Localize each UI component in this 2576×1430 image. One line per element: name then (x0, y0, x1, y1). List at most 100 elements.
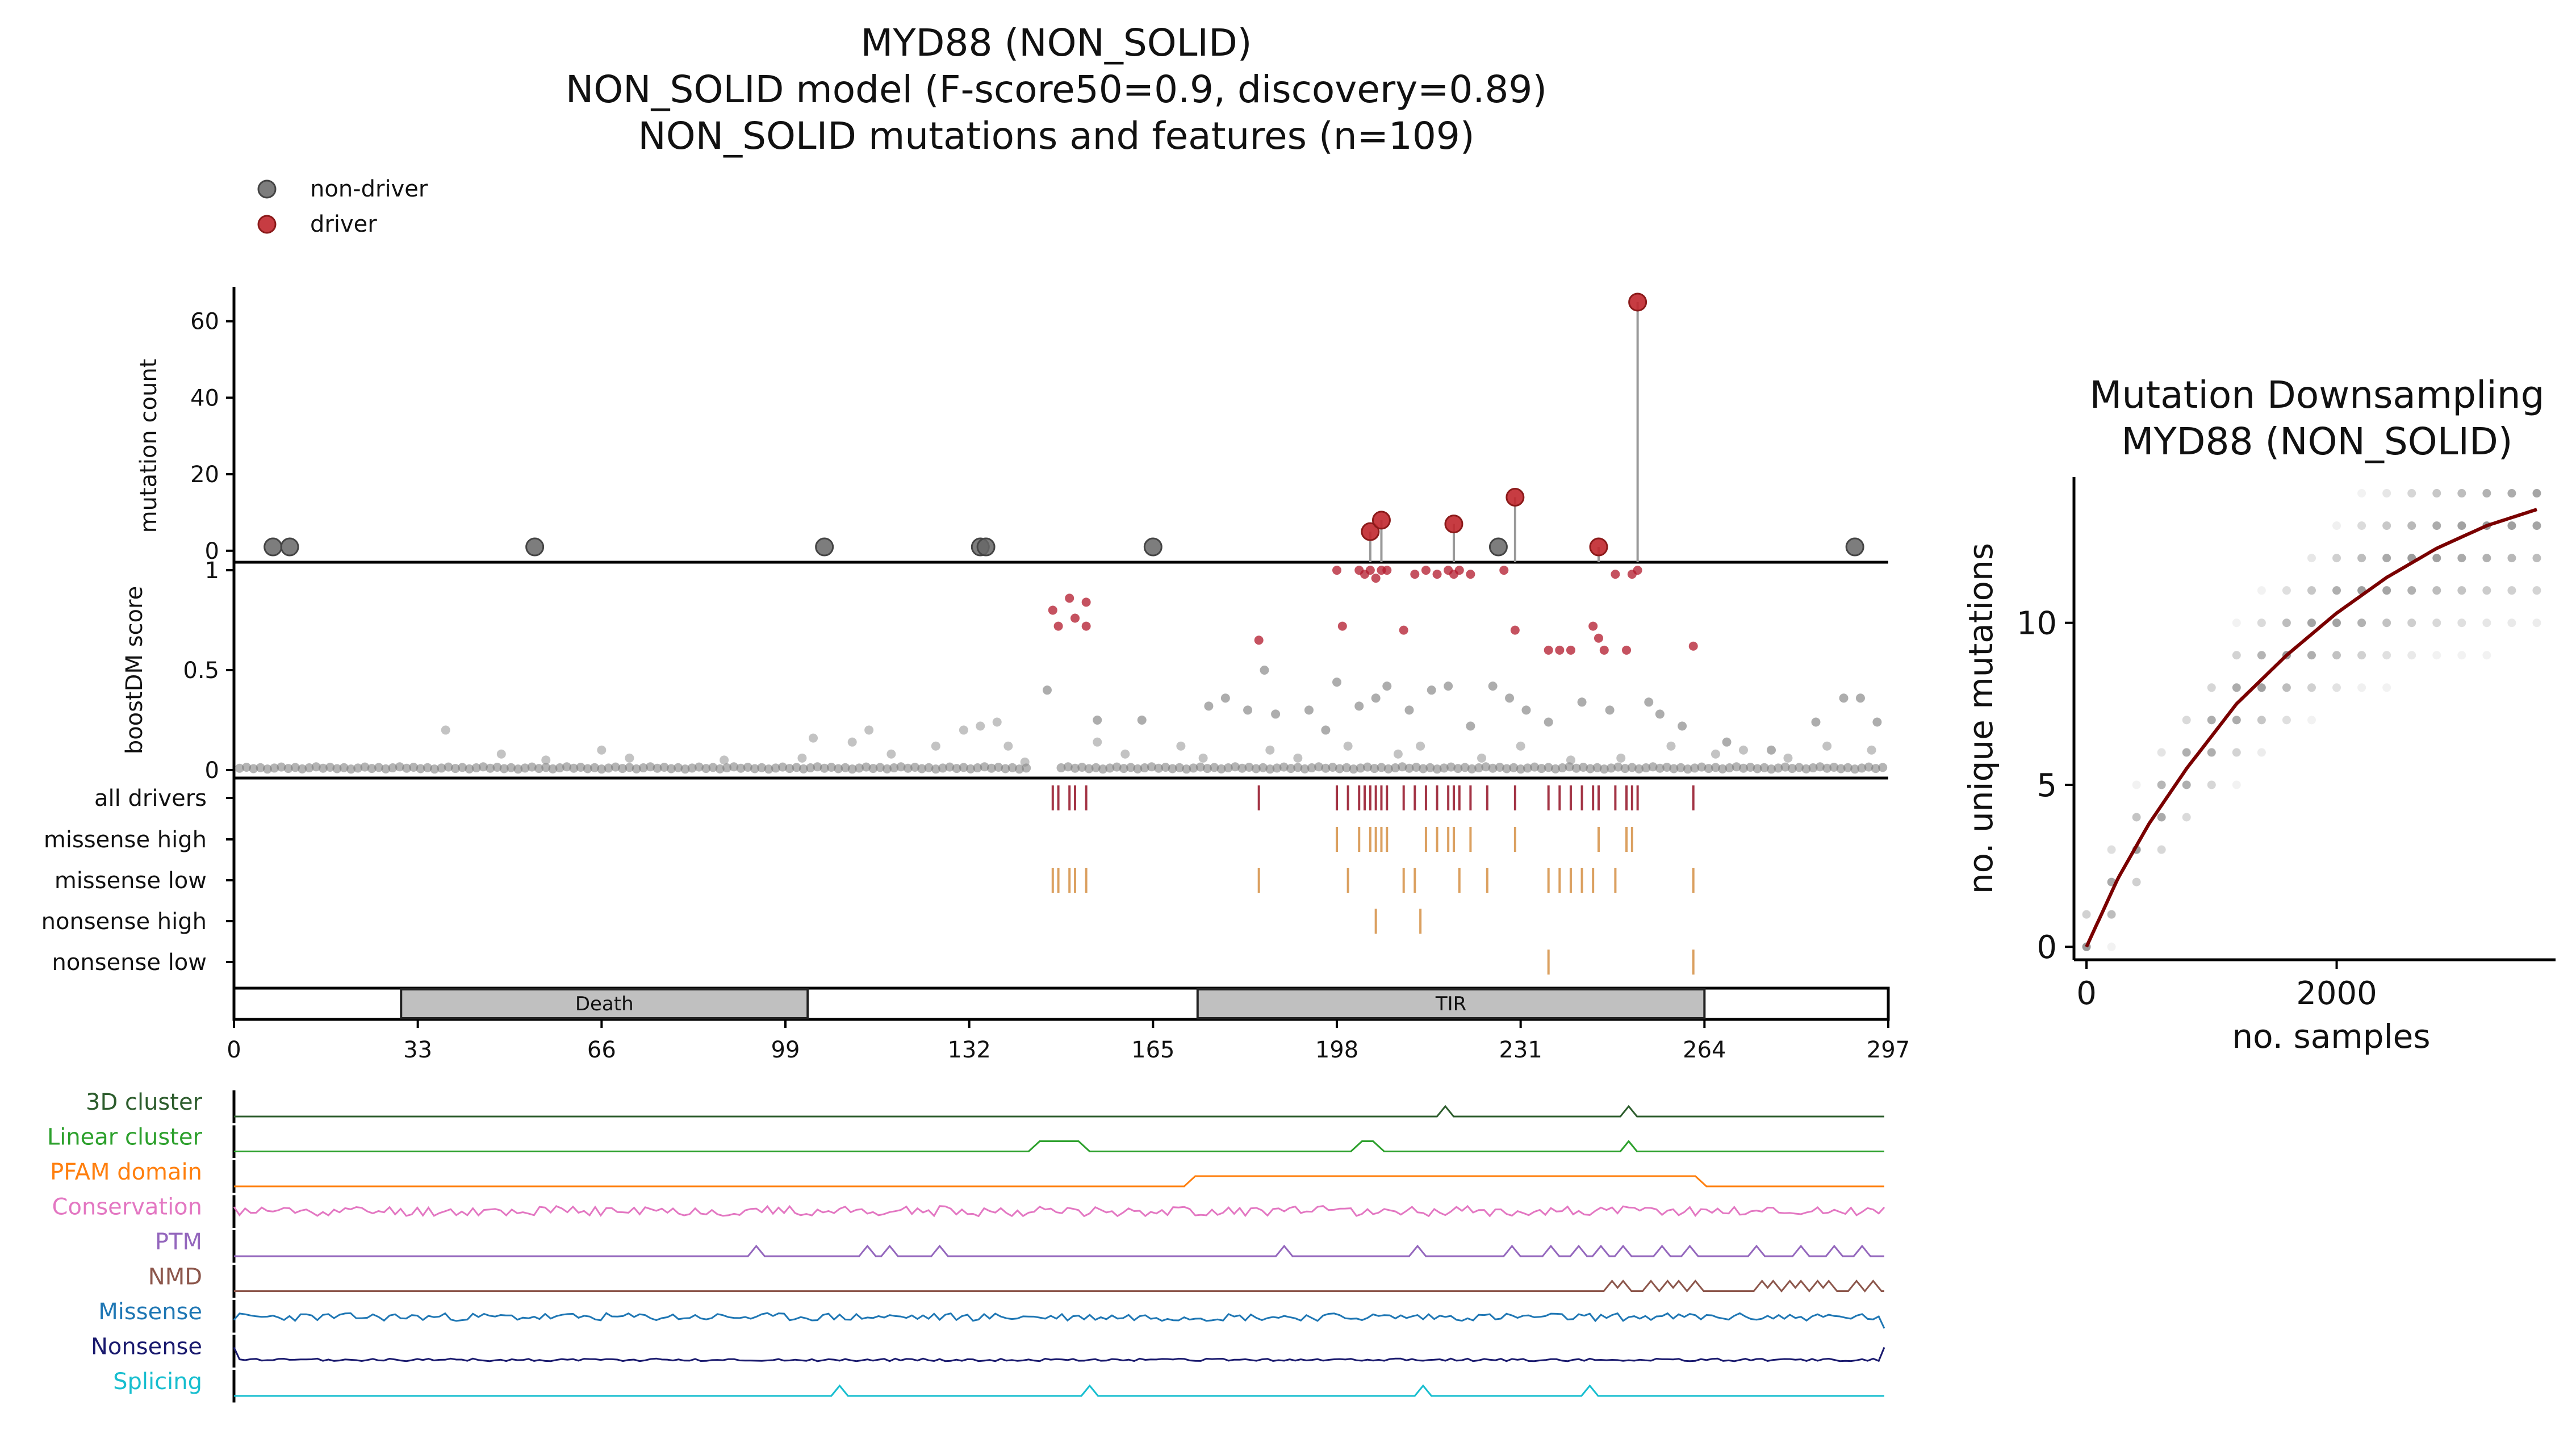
boostdm-point-low (1419, 764, 1428, 773)
needle-ytick-label: 0 (205, 538, 219, 565)
feature-line (233, 1312, 1885, 1329)
boostdm-point-low (1871, 764, 1880, 773)
boostdm-point-low (1460, 763, 1470, 772)
downsampling-point (2482, 554, 2491, 563)
boostdm-point-low (1293, 753, 1303, 763)
boostdm-point-low (1425, 763, 1435, 772)
boostdm-point-low (1393, 749, 1403, 759)
boostdm-point-low (1878, 763, 1888, 772)
feature-label: Nonsense (91, 1334, 202, 1360)
boostdm-point-low (1566, 755, 1575, 765)
boostdm-point-low (1495, 763, 1504, 772)
boostdm-point-mid (1444, 681, 1453, 691)
boostdm-point-low (1001, 764, 1010, 773)
boostdm-point-low (1439, 763, 1449, 773)
feature-line (234, 1175, 1884, 1188)
boostdm-point-low (764, 764, 773, 774)
downsampling-point (2182, 813, 2191, 822)
domain-xtick-label: 0 (227, 1037, 241, 1063)
boostdm-point-low (720, 755, 729, 765)
boostdm-point-low (1147, 762, 1156, 772)
boostdm-point-low (1244, 763, 1254, 772)
boostdm-point-low (304, 763, 314, 773)
boostdm-point-low (1627, 763, 1637, 772)
boostdm-point-low (882, 764, 892, 773)
downsampling-point (2282, 618, 2291, 628)
feature-label: Splicing (113, 1369, 202, 1395)
downsampling-point (2457, 586, 2466, 595)
downsampling-point (2357, 554, 2366, 563)
boostdm-point-low (325, 763, 335, 772)
downsampling-point (2507, 554, 2516, 563)
boostdm-point-low (499, 764, 509, 773)
boostdm-point-low (1613, 762, 1623, 772)
downsampling-point (2332, 651, 2341, 660)
boostdm-point-low (1189, 763, 1198, 773)
boostdm-point-low (986, 763, 996, 773)
downsampling-point (2357, 521, 2366, 530)
downsampling-point (2257, 716, 2266, 725)
boostdm-point-mid (1839, 693, 1849, 703)
downsampling-point (2357, 489, 2366, 498)
boostdm-point-low (1176, 741, 1186, 751)
boostdm-point-low (1091, 763, 1101, 772)
boostdm-point-mid (1722, 737, 1732, 747)
domain-label: Death (575, 993, 634, 1015)
boostdm-point-low (1523, 763, 1532, 773)
boostdm-point-mid (1466, 721, 1475, 731)
downsampling-point (2482, 586, 2491, 595)
track-label: missense low (55, 868, 207, 894)
boostdm-point-low (680, 764, 690, 774)
boostdm-point-low (576, 763, 586, 772)
downsampling-point (2382, 618, 2391, 628)
boostdm-point-low (1857, 763, 1867, 773)
boostdm-point-low (235, 763, 244, 773)
boostdm-point-low (1223, 763, 1233, 773)
boostdm-point-low (1342, 763, 1352, 772)
domain-bar: Death TIR 0 33 66 99 132 165 198 231 264 297 (227, 986, 1910, 1063)
needle-point-driver (1506, 487, 1525, 507)
boostdm-point-high (1499, 566, 1509, 575)
boostdm-point-low (1711, 749, 1720, 759)
boostdm-point-low (437, 763, 446, 773)
boostdm-point-low (736, 763, 746, 773)
boostdm-point-low (896, 762, 906, 772)
boostdm-point-low (1258, 763, 1268, 772)
boostdm-point-mid (1371, 693, 1381, 703)
downsampling-ylabel: no. unique mutations (1962, 543, 2000, 894)
boostdm-point-low (270, 763, 279, 773)
boostdm-point-low (806, 763, 816, 773)
boostdm-ytick-label: 0 (205, 758, 219, 784)
boostdm-point-low (402, 763, 412, 773)
needle-ytick-label: 40 (190, 385, 219, 411)
boostdm-point-low (1216, 764, 1226, 773)
boostdm-point-low (1195, 762, 1205, 772)
boostdm-point-low (541, 763, 551, 772)
downsampling-point (2507, 618, 2516, 628)
boostdm-point-low (1767, 764, 1776, 774)
boostdm-point-high (1555, 645, 1565, 655)
boostdm-point-high (1365, 566, 1375, 575)
boostdm-point-low (632, 764, 641, 773)
boostdm-point-low (973, 763, 982, 773)
downsampling-point (2332, 586, 2341, 595)
feature-tracks: 3D cluster Linear cluster PFAM domain Conse… (47, 1089, 1885, 1403)
boostdm-point-low (798, 764, 808, 773)
boostdm-point-low (555, 763, 564, 773)
downsampling-point (2407, 489, 2416, 498)
boostdm-point-low (1398, 762, 1407, 772)
boostdm-point-low (1616, 753, 1626, 763)
boostdm-ytick-label: 1 (205, 558, 219, 584)
boostdm-point-low (374, 763, 384, 772)
downsampling-point (2432, 586, 2441, 595)
downsampling-point (2357, 618, 2366, 628)
boostdm-point-high (1048, 605, 1057, 615)
downsampling-point (2457, 521, 2466, 530)
boostdm-point-low (959, 763, 968, 772)
boostdm-point-low (1676, 763, 1686, 772)
boostdm-point-low (1265, 764, 1275, 774)
needle-point-driver (1371, 511, 1391, 530)
boostdm-point-low (1202, 764, 1212, 773)
needle-ylabel: mutation count (136, 359, 162, 533)
downsampling-point (2307, 716, 2316, 725)
